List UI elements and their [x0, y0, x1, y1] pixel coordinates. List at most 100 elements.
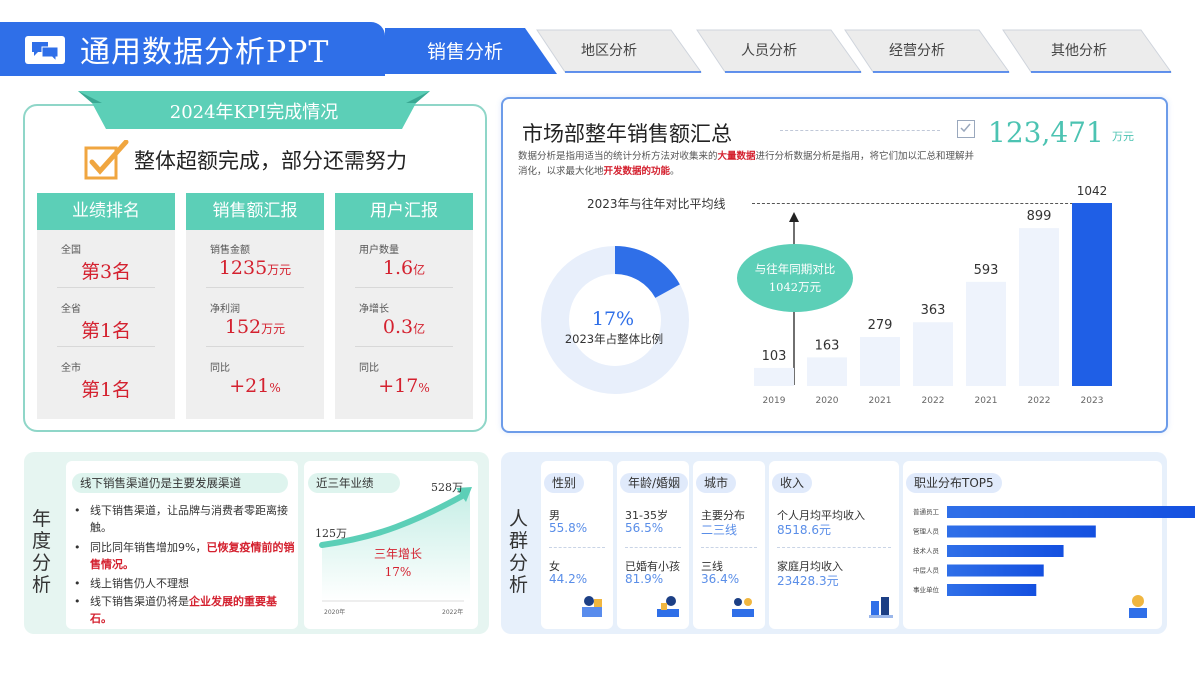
- growth-line: [319, 492, 467, 548]
- donut-slice: [615, 246, 680, 298]
- gender-value: 55.8%: [549, 521, 588, 535]
- kpi-cell: 销售金额 1235万元: [186, 230, 324, 288]
- x-end-label: 2022年: [442, 608, 463, 616]
- growth-area: [322, 491, 470, 601]
- bar-value-label: 279: [868, 318, 893, 333]
- bullet-item: 同比同年销售增加9%，已恢复疫情前的销售情况。: [74, 539, 296, 573]
- kpi-cell-label: 全国: [61, 245, 81, 256]
- end-value: 528万: [431, 481, 463, 494]
- job-label: 普通员工: [913, 507, 940, 516]
- kpi-cell: 全省 第1名: [37, 289, 175, 347]
- kpi-cell: 全市 第1名: [37, 348, 175, 406]
- jobs-header: 职业分布TOP5: [906, 473, 1002, 493]
- growth-value: 17%: [385, 565, 412, 579]
- income-value: 8518.6元: [777, 523, 831, 537]
- city-value: 36.4%: [701, 572, 740, 586]
- market-total-unit: 万元: [1112, 130, 1134, 143]
- age-value: 56.5%: [625, 521, 664, 535]
- bar: [860, 337, 900, 386]
- job-label: 管理人员: [913, 527, 940, 536]
- team-icon: [732, 598, 754, 617]
- kpi-cell-value: 第1名: [80, 320, 132, 342]
- income-value: 23428.3元: [777, 574, 839, 588]
- bar: [966, 281, 1006, 386]
- category-label: 2022: [1028, 396, 1051, 406]
- channel-card: 线下销售渠道仍是主要发展渠道 线下销售渠道，让品牌与消费者零距离接触。 同比同年…: [66, 461, 298, 629]
- kpi-cell-label: 净增长: [359, 304, 389, 315]
- kpi-cell-value: +17%: [378, 375, 430, 397]
- arrow-icon: [456, 487, 472, 502]
- bar: [913, 322, 953, 386]
- gender-card: 性别 男 55.8% 女 44.2%: [541, 461, 613, 629]
- bar-value-label: 363: [921, 303, 946, 318]
- marital-label: 已婚有小孩: [625, 560, 680, 573]
- kpi-cell-label: 销售金额: [210, 245, 250, 256]
- job-bar: [947, 506, 1195, 518]
- chat-bubbles-icon: [24, 34, 65, 64]
- person-at-desk-icon: [582, 596, 602, 617]
- divider: [355, 287, 453, 288]
- kpi-cell-value: 第3名: [80, 261, 132, 283]
- donut-label: 2023年占整体比例: [565, 332, 663, 346]
- channel-card-header: 线下销售渠道仍是主要发展渠道: [72, 473, 288, 493]
- average-line: [752, 203, 1078, 204]
- age-card: 年龄/婚姻 31-35岁 56.5% 已婚有小孩 81.9%: [617, 461, 689, 629]
- dashed-divider: [549, 547, 605, 548]
- gender-label: 女: [549, 560, 560, 573]
- city-card: 城市 主要分布 二三线 三线 36.4%: [693, 461, 765, 629]
- tab-staff[interactable]: 人员分析: [689, 28, 862, 73]
- kpi-cell: 全国 第3名: [37, 230, 175, 288]
- bullet-item: 线上销售仍人不理想: [74, 575, 296, 592]
- bar: [754, 367, 794, 386]
- city-label: 主要分布: [701, 509, 745, 522]
- checkbox-checked-icon: [84, 139, 130, 180]
- tab-operations[interactable]: 经营分析: [837, 28, 1010, 73]
- kpi-ribbon-title: 2024年KPI完成情况: [169, 102, 339, 123]
- dashed-divider: [780, 130, 940, 131]
- start-value: 125万: [315, 527, 347, 540]
- category-label: 2020: [816, 396, 839, 406]
- tab-bar: 销售分析 地区分析 人员分析 经营分析 其他分析: [383, 28, 1173, 76]
- growth-label: 三年增长: [374, 547, 422, 561]
- tab-other[interactable]: 其他分析: [995, 28, 1172, 73]
- income-label: 家庭月均收入: [777, 560, 843, 573]
- bubble-line-2: 1042万元: [769, 280, 822, 294]
- kpi-cell: 用户数量 1.6亿: [335, 230, 473, 288]
- job-label: 技术人员: [913, 546, 940, 555]
- kpi-cell-label: 用户数量: [359, 245, 399, 256]
- kpi-column-users: 用户汇报 用户数量 1.6亿 净增长 0.3亿 同比 +17%: [335, 193, 473, 419]
- bullet-item: 线下销售渠道仍将是企业发展的重要基石。: [74, 593, 296, 627]
- kpi-column-ranking: 业绩排名 全国 第3名 全省 第1名 全市 第1名: [37, 193, 175, 419]
- age-label: 31-35岁: [625, 509, 668, 522]
- divider: [355, 346, 453, 347]
- bar: [1019, 228, 1059, 386]
- kpi-cell-value: 152万元: [224, 316, 286, 338]
- average-line-label: 2023年与往年对比平均线: [587, 197, 726, 211]
- gender-label: 男: [549, 509, 560, 522]
- market-chart: 17% 2023年占整体比例 与往年同期对比 1042万元 103 2019 163…: [541, 184, 1112, 406]
- kpi-cell-label: 净利润: [210, 304, 240, 315]
- dashed-divider: [625, 547, 681, 548]
- kpi-cell-label: 同比: [359, 363, 379, 374]
- tab-sales[interactable]: 销售分析: [385, 28, 557, 74]
- job-bar: [947, 564, 1044, 577]
- divider: [206, 346, 304, 347]
- comparison-bubble: [737, 244, 853, 312]
- kpi-cell: 净增长 0.3亿: [335, 289, 473, 347]
- job-bar: [947, 584, 1037, 596]
- category-label: 2019: [763, 396, 786, 406]
- kpi-headline-text: 整体超额完成，部分还需努力: [134, 149, 407, 173]
- kpi-cell-value: +21%: [229, 375, 281, 397]
- kpi-column-header: 销售额汇报: [186, 193, 324, 230]
- bar-value-label: 163: [815, 338, 840, 353]
- kpi-headline: 整体超额完成，部分还需努力: [84, 139, 407, 180]
- market-total: 123,471: [988, 116, 1104, 149]
- tab-operations-label: 经营分析: [889, 43, 945, 59]
- tab-staff-label: 人员分析: [741, 43, 797, 59]
- crowd-side-label: 人群分析: [509, 508, 529, 596]
- bar-value-label: 593: [974, 263, 999, 278]
- kpi-column-sales: 销售额汇报 销售金额 1235万元 净利润 152万元 同比 +21%: [186, 193, 324, 419]
- gender-header: 性别: [544, 473, 585, 493]
- tab-region[interactable]: 地区分析: [529, 28, 702, 73]
